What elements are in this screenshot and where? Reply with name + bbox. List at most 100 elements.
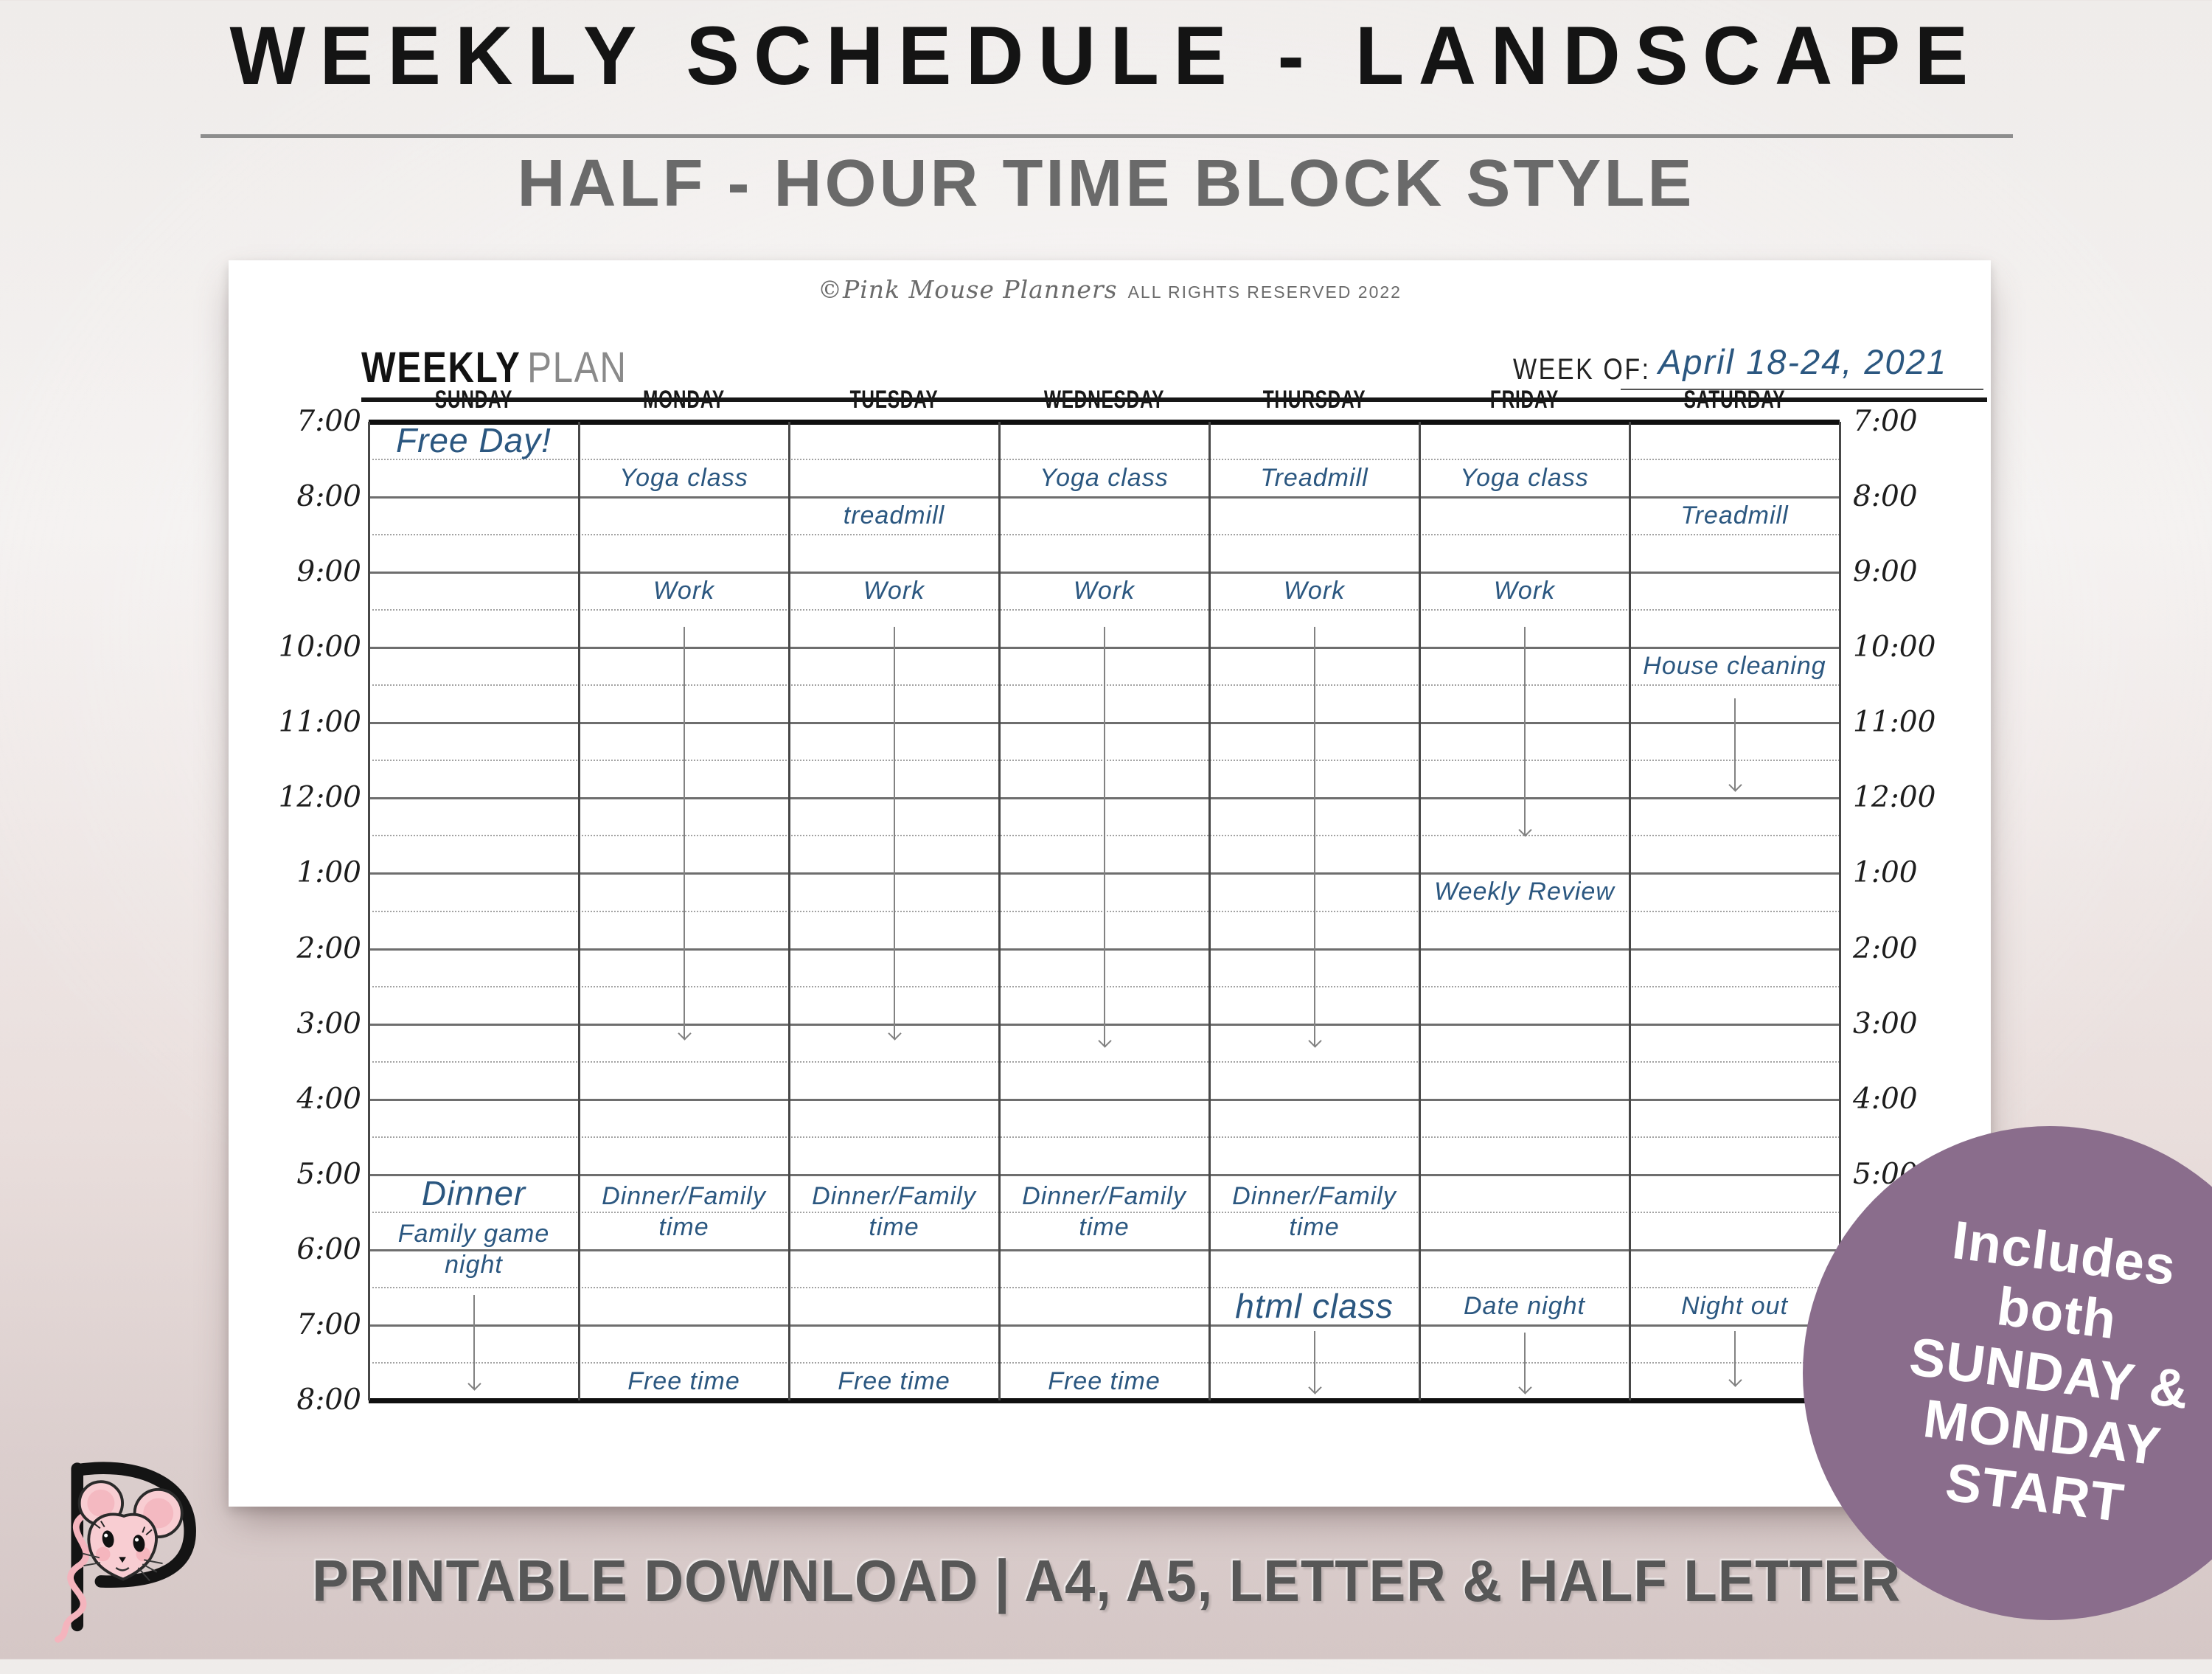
time-label-right: 4:00 [1853, 1082, 1918, 1116]
schedule-entry: Dinner/Family time [1003, 1175, 1206, 1250]
schedule-entry: Free Day! [372, 421, 575, 459]
footer-formats: PRINTABLE DOWNLOAD | A4, A5, LETTER & HA… [312, 1548, 1902, 1614]
schedule-entry-line: Free time [838, 1366, 950, 1395]
time-label-left: 2:00 [296, 931, 361, 965]
grid-border-line [369, 1398, 1840, 1403]
duration-arrow [1313, 1330, 1315, 1393]
time-label-left: 11:00 [278, 706, 361, 740]
plan-title: WEEKLY PLAN [361, 343, 627, 392]
day-header-monday: MONDAY [643, 386, 725, 414]
day-header-sunday: SUNDAY [434, 386, 513, 414]
schedule-entry-line: Dinner [421, 1174, 526, 1213]
duration-arrow [1523, 627, 1526, 836]
schedule-entry-line: Work [653, 576, 715, 605]
logo-p-loop [71, 1462, 196, 1588]
poster-subtitle: HALF - HOUR TIME BLOCK STYLE [517, 147, 1695, 220]
schedule-entry: Dinner/Family time [1213, 1175, 1416, 1250]
time-label-right: 2:00 [1853, 931, 1918, 965]
grid-hour-line [369, 1098, 1840, 1101]
schedule-entry: Weekly Review [1423, 873, 1626, 911]
duration-arrow [683, 627, 685, 1040]
week-of-underline [1621, 389, 1983, 390]
schedule-entry-line: Work [1073, 576, 1135, 605]
schedule-entry-line: time [869, 1212, 919, 1241]
logo-mouse-head [77, 1480, 184, 1582]
duration-arrow [1103, 627, 1105, 1047]
time-label-left: 8:00 [296, 1383, 361, 1417]
grid-half-hour-line [369, 609, 1840, 611]
schedule-entry-line: Work [863, 576, 925, 605]
schedule-entry: Free time [582, 1363, 785, 1400]
poster-title: WEEKLY SCHEDULE - LANDSCAPE [229, 10, 1983, 102]
schedule-entry: House cleaning [1633, 647, 1836, 685]
schedule-entry: Dinner/Family time [582, 1175, 785, 1250]
schedule-entry-line: House cleaning [1643, 652, 1826, 680]
schedule-entry: Treadmill [1633, 497, 1836, 535]
schedule-entry: Work [1213, 572, 1416, 610]
schedule-entry: Work [582, 572, 785, 610]
schedule-entry-line: Work [1493, 576, 1556, 605]
duration-arrow [1313, 627, 1315, 1047]
time-label-left: 5:00 [296, 1157, 361, 1191]
schedule-entry: Night out [1633, 1288, 1836, 1325]
schedule-entry-line: Work [1283, 576, 1346, 605]
time-label-right: 9:00 [1853, 555, 1918, 589]
schedule-entry: treadmill [793, 497, 995, 535]
grid-half-hour-line [369, 1286, 1840, 1288]
schedule-entry: Work [793, 572, 995, 610]
schedule-entry-line: Night out [1680, 1291, 1789, 1320]
schedule-entry-line: time [1079, 1212, 1130, 1241]
time-label-right: 11:00 [1853, 706, 1936, 740]
schedule-entry: Treadmill [1213, 459, 1416, 497]
time-label-left: 9:00 [296, 555, 361, 589]
schedule-grid: SUNDAY MONDAY TUESDAY WEDNESDAY THURSDAY FRID… [229, 260, 1991, 1507]
week-of-value: April 18-24, 2021 [1658, 342, 1947, 381]
schedule-entry: Free time [1003, 1363, 1206, 1400]
time-label-left: 7:00 [296, 405, 361, 438]
day-header-saturday: SATURDAY [1683, 386, 1786, 414]
grid-half-hour-line [369, 1361, 1840, 1364]
plan-title-weekly: WEEKLY [361, 344, 521, 392]
grid-column-line [1839, 422, 1841, 1400]
time-label-left: 12:00 [278, 781, 361, 815]
time-label-right: 1:00 [1853, 856, 1918, 890]
schedule-entry-line: treadmill [843, 501, 945, 529]
schedule-entry-line: Free time [1048, 1366, 1161, 1395]
schedule-entry-line: Dinner/Family [812, 1182, 976, 1211]
grid-column-line [368, 422, 370, 1400]
copyright-rights: ALL RIGHTS RESERVED 2022 [1127, 282, 1402, 302]
plan-title-plan: PLAN [527, 344, 627, 392]
schedule-entry-line: Weekly Review [1434, 878, 1615, 906]
schedule-entry-line: Yoga class [619, 463, 748, 492]
week-of-label: WEEK OF: [1513, 353, 1651, 386]
day-header-tuesday: TUESDAY [849, 386, 939, 414]
schedule-entry: Free time [793, 1363, 995, 1400]
duration-arrow [473, 1295, 475, 1389]
schedule-entry-line: Dinner/Family [1232, 1182, 1397, 1211]
time-label-left: 3:00 [296, 1007, 361, 1041]
schedule-entry-line: Yoga class [1460, 463, 1589, 492]
grid-half-hour-line [369, 534, 1840, 536]
pink-mouse-logo [55, 1462, 196, 1643]
schedule-entry-line: html class [1235, 1287, 1394, 1326]
schedule-entry-line: Treadmill [1260, 463, 1368, 492]
schedule-entry: Family game night [372, 1212, 575, 1288]
schedule-entry-line: time [658, 1212, 709, 1241]
grid-column-line [788, 422, 790, 1400]
time-label-right: 7:00 [1853, 405, 1918, 438]
grid-column-line [1419, 422, 1421, 1400]
schedule-entry: Yoga class [582, 459, 785, 497]
header-rule [361, 397, 1987, 402]
title-divider [201, 134, 2013, 138]
schedule-entry-line: Treadmill [1680, 501, 1789, 529]
grid-half-hour-line [369, 1060, 1840, 1063]
grid-half-hour-line [369, 459, 1840, 461]
grid-column-line [1208, 422, 1211, 1400]
grid-half-hour-line [369, 1211, 1840, 1213]
grid-hour-line [369, 1248, 1840, 1251]
time-label-left: 10:00 [278, 631, 361, 664]
logo-mouse-tail [55, 1511, 90, 1643]
time-label-right: 12:00 [1853, 781, 1936, 815]
schedule-entry-line: time [1289, 1212, 1340, 1241]
schedule-entry-line: Dinner/Family [1022, 1182, 1186, 1211]
